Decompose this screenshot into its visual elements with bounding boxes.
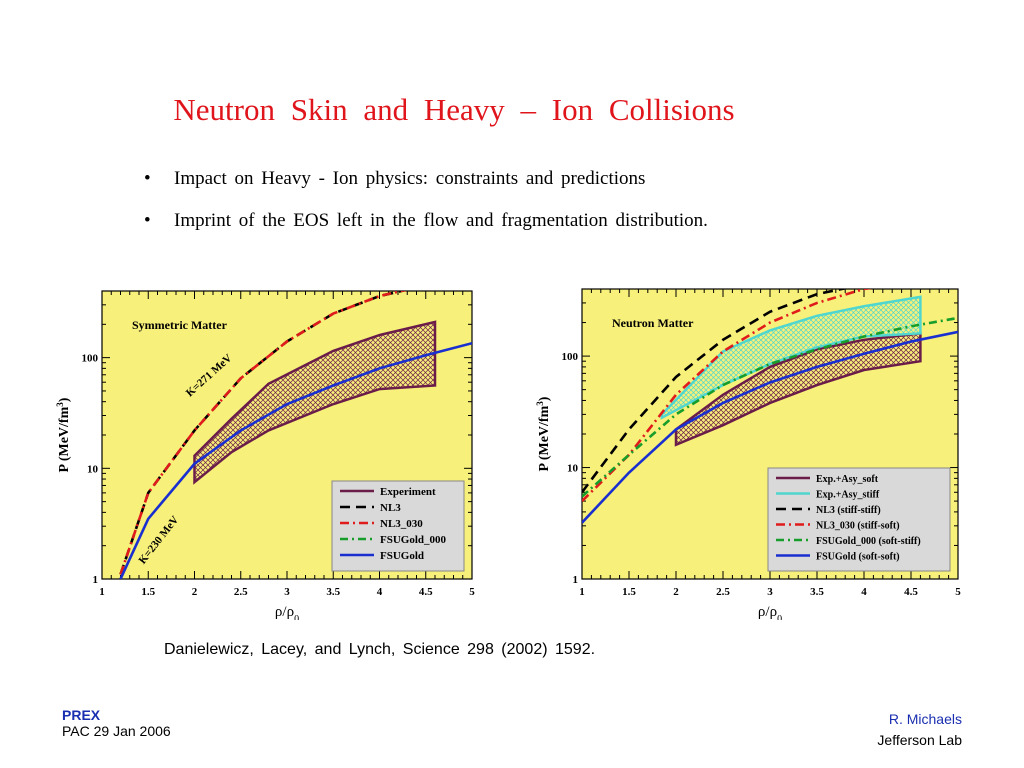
legend-label: FSUGold — [380, 550, 424, 562]
x-tick-label: 3.5 — [326, 586, 340, 598]
panel-label: Neutron Matter — [612, 316, 694, 330]
legend: Exp.+Asy_soft Exp.+Asy_stiff NL3 (stiff-st… — [767, 467, 951, 572]
x-tick-label: 1.5 — [622, 586, 636, 598]
x-axis-label-subscript: 0 — [294, 614, 299, 621]
series-line-nl3-030 — [119, 291, 408, 575]
x-tick-label: 4 — [861, 586, 867, 598]
legend-label: NL3_030 (stiff-soft) — [816, 521, 900, 532]
legend-label: FSUGold_000 (soft-stiff) — [816, 536, 921, 547]
bullet-symbol: • — [144, 168, 151, 189]
y-tick-label: 100 — [82, 353, 99, 365]
legend-label: NL3 — [380, 502, 401, 514]
x-tick-label: 4.5 — [419, 586, 433, 598]
series-line-fsugold-000-soft-stiff- — [582, 316, 958, 498]
y-axis-label-superscript: 3 — [55, 402, 65, 407]
bullet-list: • Impact on Heavy - Ion physics: constra… — [144, 168, 708, 252]
x-tick-label: 3 — [767, 586, 773, 598]
chart-neutron-matter: 1 1.5 2 2.5 3 3.5 4 4.5 5 1 10 100 ρ/ρ0 P (MeV/fm3) Ne… — [526, 280, 970, 625]
bullet-symbol: • — [144, 210, 151, 231]
legend-box — [767, 467, 951, 572]
y-axis-label: P (MeV/fm3) — [535, 396, 552, 471]
footer-event: PAC 29 Jan 2006 — [62, 723, 171, 739]
y-axis-label-tail: ) — [537, 396, 552, 401]
x-tick-label: 1 — [579, 586, 585, 598]
series-line-nl3-030-stiff-soft- — [582, 289, 874, 503]
footer-left: PREX PAC 29 Jan 2006 — [62, 707, 171, 739]
footer-author: R. Michaels — [888, 711, 962, 727]
bullet-text: Impact on Heavy - Ion physics: constrain… — [174, 168, 646, 189]
legend-label: Exp.+Asy_stiff — [816, 490, 880, 501]
legend-label: FSUGold (soft-soft) — [816, 552, 900, 563]
legend-label: Experiment — [380, 486, 436, 498]
x-tick-label: 5 — [469, 586, 475, 598]
series-line-fsugold — [119, 341, 472, 579]
panel-label: Symmetric Matter — [132, 318, 228, 332]
band-experiment — [193, 320, 437, 485]
chart-symmetric-matter-svg: 1 1.5 2 2.5 3 3.5 4 4.5 5 1 10 100 ρ/ρ0 P (MeV/fm3) Sy… — [55, 290, 475, 625]
y-axis-label-superscript: 3 — [535, 401, 545, 406]
chart-neutron-matter-svg: 1 1.5 2 2.5 3 3.5 4 4.5 5 1 10 100 ρ/ρ0 P (MeV/fm3) Ne… — [535, 288, 961, 625]
legend: Experiment NL3 NL3_030 FSUGold_000 FSUGold — [331, 480, 465, 572]
bullet-item: • Impact on Heavy - Ion physics: constra… — [144, 168, 708, 210]
y-tick-label: 10 — [567, 463, 579, 475]
x-tick-label: 2.5 — [234, 586, 248, 598]
legend-label: NL3_030 — [380, 518, 423, 530]
y-tick-label: 1 — [93, 574, 99, 586]
footer-org: PREX — [62, 707, 101, 723]
y-tick-label: 10 — [87, 463, 99, 475]
y-axis-label: P (MeV/fm3) — [55, 397, 72, 472]
chart-symmetric-matter: 1 1.5 2 2.5 3 3.5 4 4.5 5 1 10 100 ρ/ρ0 P (MeV/fm3) Sy… — [48, 280, 488, 625]
footer-right: R. Michaels Jefferson Lab — [877, 711, 962, 748]
plot-content — [582, 289, 958, 524]
x-tick-label: 4 — [377, 586, 383, 598]
axis-ticks — [101, 290, 473, 580]
x-tick-label: 2 — [192, 586, 198, 598]
band-exp-asy-soft — [674, 331, 922, 447]
y-tick-label: 100 — [562, 351, 579, 363]
y-tick-label: 1 — [573, 574, 579, 586]
series-line-fsugold-soft-soft- — [582, 330, 958, 524]
x-tick-label: 1 — [99, 586, 105, 598]
plot-content — [119, 291, 472, 579]
x-tick-label: 2.5 — [716, 586, 730, 598]
citation: Danielewicz, Lacey, and Lynch, Science 2… — [164, 641, 596, 658]
bullet-text: Imprint of the EOS left in the flow and … — [174, 210, 708, 231]
slide-title: Neutron Skin and Heavy – Ion Collisions — [173, 92, 735, 127]
legend-label: FSUGold_000 — [380, 534, 447, 546]
x-axis-label: ρ/ρ0 — [275, 604, 299, 620]
axis-ticks — [581, 288, 959, 580]
x-tick-label: 3 — [284, 586, 290, 598]
footer-affiliation: Jefferson Lab — [877, 732, 962, 748]
x-tick-label: 2 — [673, 586, 679, 598]
x-tick-label: 4.5 — [904, 586, 918, 598]
x-tick-label: 5 — [955, 586, 961, 598]
legend-label: Exp.+Asy_soft — [816, 474, 879, 485]
x-tick-label: 1.5 — [141, 586, 155, 598]
x-axis-label-subscript: 0 — [777, 614, 782, 621]
x-tick-label: 3.5 — [810, 586, 824, 598]
legend-label: NL3 (stiff-stiff) — [816, 505, 881, 516]
bullet-item: • Imprint of the EOS left in the flow an… — [144, 210, 708, 252]
y-axis-label-tail: ) — [57, 397, 72, 402]
x-axis-label: ρ/ρ0 — [758, 604, 782, 620]
